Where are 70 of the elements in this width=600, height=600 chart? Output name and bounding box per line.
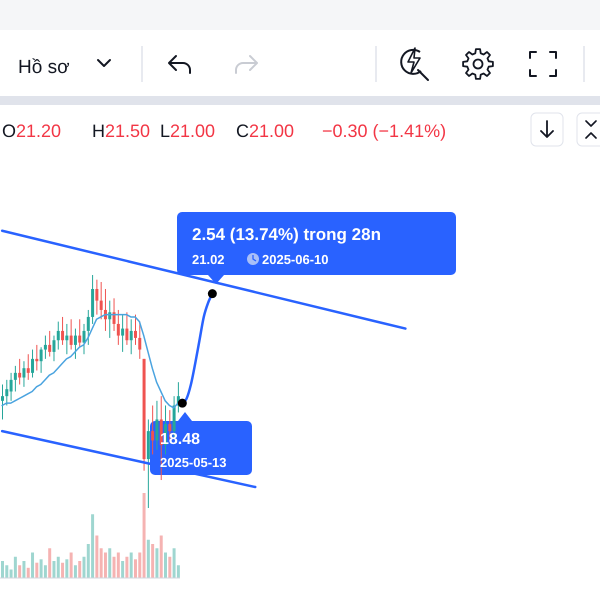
bar	[5, 565, 8, 578]
bar	[130, 552, 133, 578]
candlestick	[116, 309, 120, 346]
candlestick	[100, 281, 103, 320]
candlestick	[65, 323, 68, 355]
candlestick	[82, 323, 86, 355]
candlestick	[48, 330, 52, 358]
bar	[14, 556, 17, 578]
bar	[146, 540, 150, 578]
text: H21.50	[92, 121, 150, 141]
candlestick	[121, 314, 124, 352]
text: Hồ sơ	[18, 57, 70, 78]
bar	[160, 536, 163, 578]
candlestick	[26, 354, 30, 380]
bar	[31, 552, 34, 578]
bar	[35, 562, 38, 578]
bar	[65, 559, 68, 578]
candlestick	[155, 400, 158, 450]
bar	[112, 556, 116, 578]
candlestick	[151, 404, 154, 455]
bar	[95, 536, 98, 578]
candlestick	[70, 318, 73, 350]
candlestick	[22, 360, 26, 388]
bar	[164, 552, 168, 578]
bar	[155, 548, 158, 578]
bar	[168, 556, 172, 578]
bar	[151, 544, 154, 578]
candlestick	[40, 346, 43, 374]
bar	[74, 565, 77, 578]
candlestick	[14, 365, 17, 392]
candlestick	[61, 316, 64, 346]
annotation: 2025-05-13	[160, 455, 226, 470]
bar	[22, 561, 26, 578]
candlestick	[1, 384, 4, 420]
text: 21.02	[192, 252, 225, 267]
bar	[40, 559, 43, 578]
bar	[108, 548, 112, 578]
bar	[78, 561, 82, 578]
candlestick	[31, 349, 34, 378]
bar	[116, 552, 120, 578]
candlestick	[78, 318, 82, 348]
text: 2.54 (13.74%) trong 28n	[192, 225, 381, 244]
candlestick	[74, 328, 77, 360]
bar	[172, 548, 176, 578]
candlestick	[95, 279, 98, 316]
candlestick	[130, 318, 133, 355]
text: 2025-06-10	[262, 252, 328, 267]
candlestick	[10, 372, 13, 402]
bar	[70, 552, 73, 578]
bar	[18, 565, 22, 578]
candlestick	[18, 358, 22, 386]
bar	[61, 562, 64, 578]
bar	[56, 556, 60, 578]
candlestick	[125, 312, 128, 346]
bar	[142, 493, 146, 578]
candlestick	[86, 309, 90, 346]
text: C21.00	[236, 121, 294, 141]
text: O21.20	[2, 121, 62, 141]
bar	[121, 561, 124, 578]
text: −0.30 (−1.41%)	[322, 121, 446, 141]
bar	[91, 514, 94, 578]
text: L21.00	[160, 121, 216, 141]
candlestick	[44, 335, 47, 360]
candlestick	[134, 314, 137, 346]
bar	[125, 556, 128, 578]
candlestick	[56, 321, 60, 350]
candlestick	[5, 379, 8, 406]
candlestick	[52, 335, 56, 362]
bar	[26, 568, 30, 578]
bar	[48, 548, 52, 578]
